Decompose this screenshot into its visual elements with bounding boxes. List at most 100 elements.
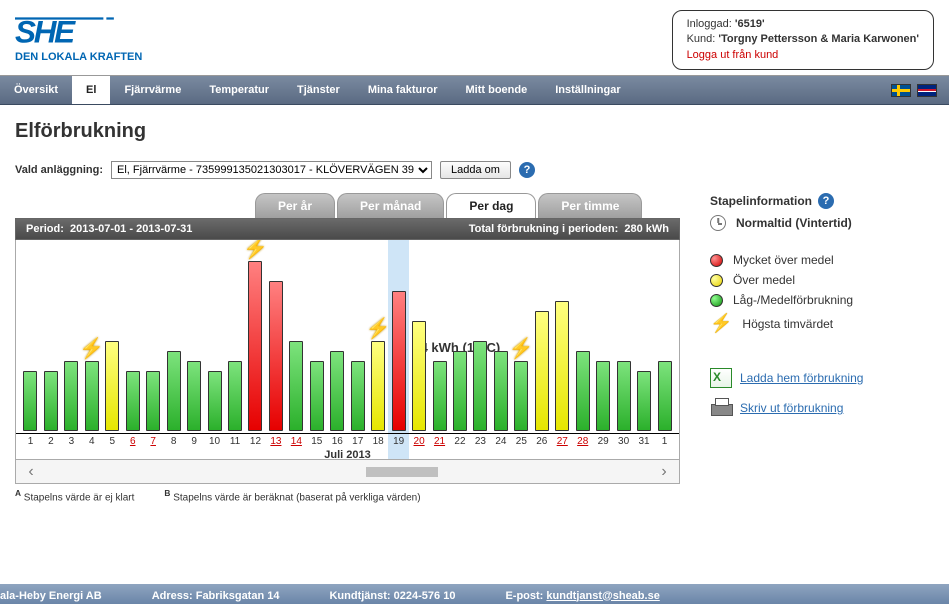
bar-day-12[interactable]: ⚡: [247, 261, 264, 431]
bar-day-13[interactable]: [267, 261, 284, 431]
bar-day-8[interactable]: [165, 261, 182, 431]
xaxis-label: 17: [349, 434, 366, 447]
bolt-icon: ⚡: [710, 313, 732, 334]
logged-in-id: '6519': [735, 18, 765, 30]
bar-day-17[interactable]: [349, 261, 366, 431]
download-row: Ladda hem förbrukning: [710, 368, 934, 388]
reload-button[interactable]: Ladda om: [440, 161, 511, 179]
customer-label: Kund:: [687, 33, 716, 45]
total-label: Total förbrukning i perioden:: [469, 223, 619, 235]
nav-el[interactable]: El: [72, 76, 110, 104]
bar-day-2[interactable]: [42, 261, 59, 431]
nav-mitt boende[interactable]: Mitt boende: [452, 76, 542, 104]
logo-tagline: DEN LOKALA KRAFTEN: [15, 51, 142, 63]
legend-normal: Normaltid (Vintertid): [736, 216, 852, 230]
bar-day-29[interactable]: [595, 261, 612, 431]
facility-select[interactable]: El, Fjärrvärme - 735999135021303017 - KL…: [111, 161, 432, 179]
svg-text:SHE: SHE: [15, 17, 76, 47]
nav-mina fakturor[interactable]: Mina fakturor: [354, 76, 452, 104]
xaxis-label: 5: [104, 434, 121, 447]
xaxis-label: 18: [370, 434, 387, 447]
legend-title-row: Stapelinformation ?: [710, 193, 934, 209]
flag-swedish[interactable]: [891, 84, 911, 97]
print-link[interactable]: Skriv ut förbrukning: [740, 401, 843, 415]
nav-inställningar[interactable]: Inställningar: [541, 76, 634, 104]
xaxis-label: 2: [42, 434, 59, 447]
bar-day-5[interactable]: [104, 261, 121, 431]
page-title: Elförbrukning: [15, 120, 934, 143]
legend-red: Mycket över medel: [733, 253, 834, 267]
tab-per-dag[interactable]: Per dag: [446, 193, 536, 218]
xaxis-label: 20: [411, 434, 428, 447]
bar-day-25[interactable]: ⚡: [513, 261, 530, 431]
slider-next[interactable]: ›: [649, 460, 679, 483]
bar-day-10[interactable]: [206, 261, 223, 431]
bar-day-20[interactable]: [411, 261, 428, 431]
tab-per-månad[interactable]: Per månad: [337, 193, 444, 218]
customer-name: 'Torgny Pettersson & Maria Karwonen': [718, 33, 919, 45]
nav-fjärrvärme[interactable]: Fjärrvärme: [110, 76, 195, 104]
footer-mail[interactable]: kundtjanst@sheab.se: [546, 590, 659, 602]
bar-day-16[interactable]: [329, 261, 346, 431]
logged-in-label: Inloggad:: [687, 18, 732, 30]
legend-bolt: Högsta timvärdet: [742, 317, 833, 331]
xaxis-label: 11: [227, 434, 244, 447]
period-value: 2013-07-01 - 2013-07-31: [70, 223, 192, 235]
period-bar: Period: 2013-07-01 - 2013-07-31 Total fö…: [15, 218, 680, 240]
user-box: Inloggad: '6519' Kund: 'Torgny Pettersso…: [672, 10, 934, 70]
xaxis-label: 30: [615, 434, 632, 447]
xaxis-label: 4: [83, 434, 100, 447]
bar-day-23[interactable]: [472, 261, 489, 431]
bar-day-21[interactable]: [431, 261, 448, 431]
bar-day-27[interactable]: [554, 261, 571, 431]
bar-day-14[interactable]: [288, 261, 305, 431]
slider-prev[interactable]: ‹: [16, 460, 46, 483]
tab-per-timme[interactable]: Per timme: [538, 193, 642, 218]
bar-day-22[interactable]: [452, 261, 469, 431]
xaxis-label: 31: [636, 434, 653, 447]
tab-per-år[interactable]: Per år: [255, 193, 335, 218]
dot-green-icon: [710, 294, 723, 307]
bar-day-30[interactable]: [615, 261, 632, 431]
bar-day-6[interactable]: [124, 261, 141, 431]
bar-day-18[interactable]: ⚡: [370, 261, 387, 431]
xaxis-label: 10: [206, 434, 223, 447]
legend-help-icon[interactable]: ?: [818, 193, 834, 209]
xaxis-label: 29: [595, 434, 612, 447]
footnotes: A Stapelns värde är ej klart B Stapelns …: [15, 488, 680, 503]
chart-slider: ‹ ›: [15, 460, 680, 484]
legend-bolt-row: ⚡ Högsta timvärdet: [710, 313, 934, 334]
legend-yellow: Över medel: [733, 273, 795, 287]
chart-bars: ⚡ ⚡ ⚡ ⚡: [16, 261, 679, 431]
bar-day-4[interactable]: ⚡: [83, 261, 100, 431]
nav-temperatur[interactable]: Temperatur: [195, 76, 283, 104]
xaxis-label: 7: [145, 434, 162, 447]
bar-day-11[interactable]: [227, 261, 244, 431]
bar-day-7[interactable]: [145, 261, 162, 431]
bar-day-19[interactable]: [390, 261, 407, 431]
content: Elförbrukning Vald anläggning: El, Fjärr…: [0, 105, 949, 533]
bar-day-1[interactable]: [22, 261, 39, 431]
clock-icon: [710, 215, 726, 231]
bar-day-3[interactable]: [63, 261, 80, 431]
legend-green-row: Låg-/Medelförbrukning: [710, 293, 934, 307]
bar-day-9[interactable]: [186, 261, 203, 431]
xaxis-label: 3: [63, 434, 80, 447]
nav-tjänster[interactable]: Tjänster: [283, 76, 354, 104]
bar-day-15[interactable]: [308, 261, 325, 431]
logout-link[interactable]: Logga ut från kund: [687, 49, 779, 61]
footer-company: ala-Heby Energi AB: [0, 590, 102, 602]
bar-day-28[interactable]: [574, 261, 591, 431]
help-icon[interactable]: ?: [519, 162, 535, 178]
download-link[interactable]: Ladda hem förbrukning: [740, 371, 863, 385]
xaxis-label: 21: [431, 434, 448, 447]
nav-översikt[interactable]: Översikt: [0, 76, 72, 104]
slider-thumb[interactable]: [366, 467, 438, 477]
slider-track[interactable]: [46, 467, 649, 477]
flag-english[interactable]: [917, 84, 937, 97]
bar-day-31[interactable]: [636, 261, 653, 431]
logo: SHE DEN LOKALA KRAFTEN: [15, 17, 142, 63]
bar-day-24[interactable]: [492, 261, 509, 431]
bar-day-1[interactable]: [656, 261, 673, 431]
bar-day-26[interactable]: [533, 261, 550, 431]
